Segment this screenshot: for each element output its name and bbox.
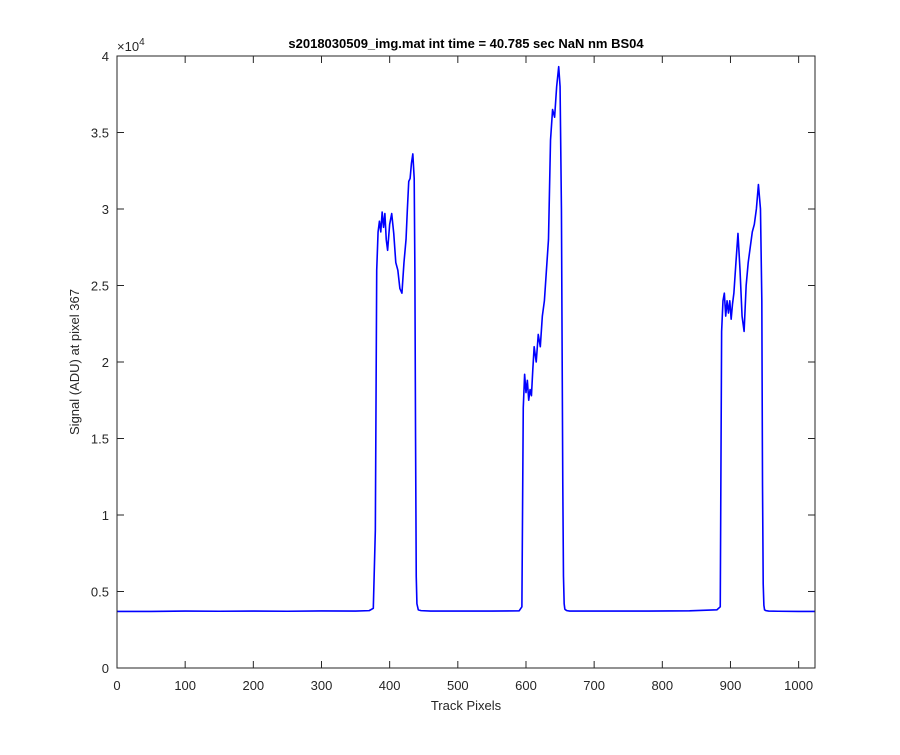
series-line: [117, 65, 815, 613]
y-exponent-power: 4: [139, 37, 145, 48]
y-tick-label: 2: [102, 355, 109, 370]
y-tick-label: 0.5: [91, 585, 109, 600]
axes-box: [116, 55, 816, 669]
x-tick-label: 200: [242, 678, 264, 693]
y-tick-label: 3: [102, 202, 109, 217]
y-tick-label: 0: [102, 661, 109, 676]
y-tick-labels: 0 0.5 1 1.5 2 2.5 3 3.5 4: [91, 49, 109, 676]
y-tick-label: 1: [102, 508, 109, 523]
x-tick-labels: 0 100 200 300 400 500 600 700 800 900 1000: [113, 678, 813, 693]
x-tick-label: 800: [651, 678, 673, 693]
y-tick-label: 2.5: [91, 279, 109, 294]
y-tick-label: 4: [102, 49, 109, 64]
y-tick-label: 3.5: [91, 126, 109, 141]
chart-title: s2018030509_img.mat int time = 40.785 se…: [288, 36, 644, 51]
y-exponent-base: ×10: [117, 39, 139, 54]
y-exponent-label: ×104: [117, 37, 145, 54]
x-tick-label: 700: [583, 678, 605, 693]
x-axis-label: Track Pixels: [431, 698, 502, 713]
plot-area: [117, 56, 815, 668]
x-tick-label: 500: [447, 678, 469, 693]
x-tick-label: 600: [515, 678, 537, 693]
y-axis-label: Signal (ADU) at pixel 367: [67, 289, 82, 435]
x-tick-label: 1000: [784, 678, 813, 693]
x-tick-label: 400: [379, 678, 401, 693]
x-tick-label: 300: [311, 678, 333, 693]
x-tick-label: 100: [174, 678, 196, 693]
y-tick-label: 1.5: [91, 432, 109, 447]
x-tick-label: 0: [113, 678, 120, 693]
x-tick-label: 900: [720, 678, 742, 693]
